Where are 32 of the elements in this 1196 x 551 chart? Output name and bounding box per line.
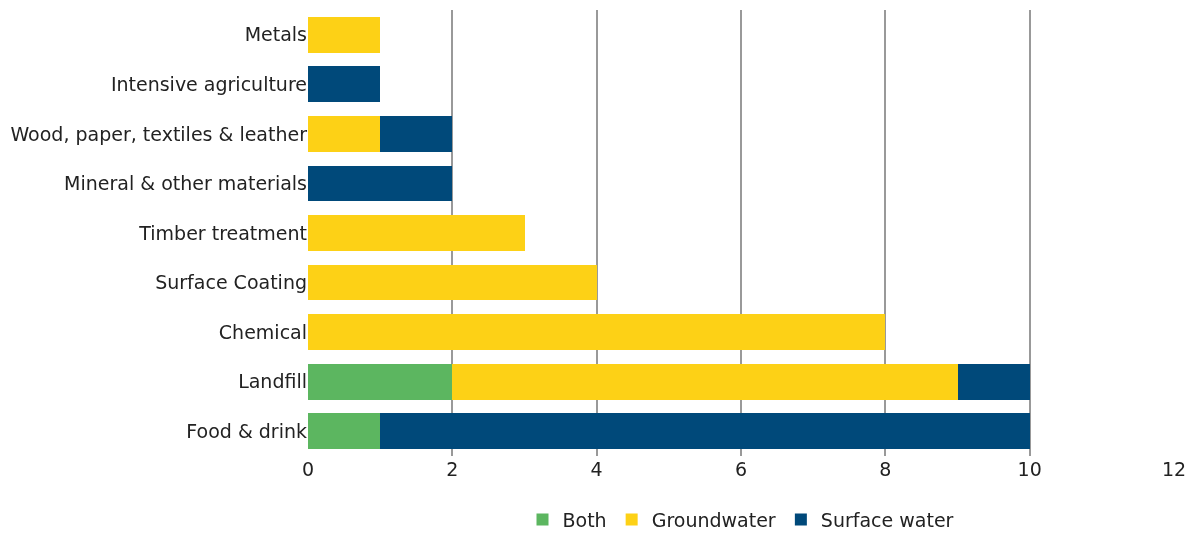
x-tick-label: 10: [1017, 458, 1042, 480]
y-tick-label: Chemical: [218, 320, 307, 343]
bar: [308, 264, 597, 301]
legend-label: Groundwater: [651, 508, 776, 531]
x-tick-label: 8: [879, 458, 892, 480]
y-tick-label: Mineral & other materials: [64, 172, 307, 195]
legend-label: Surface water: [820, 508, 954, 531]
legend-label: Both: [562, 508, 607, 531]
x-tick-label: 2: [446, 458, 459, 480]
bar: [308, 413, 381, 450]
x-tick-label: 4: [590, 458, 603, 480]
bar: [380, 413, 1030, 450]
bar: [380, 116, 453, 152]
y-tick-label: Surface Coating: [155, 271, 307, 294]
y-tick-label: Intensive agriculture: [110, 72, 307, 95]
y-tick-label: Wood, paper, textiles & leather: [10, 122, 308, 145]
bar: [308, 165, 453, 202]
bar: [308, 16, 381, 53]
x-tick-label: 12: [1161, 458, 1187, 480]
bar: [957, 363, 1030, 400]
bar: [308, 66, 381, 103]
bar: [308, 363, 453, 400]
x-tick-label: 6: [734, 458, 748, 480]
bar: [308, 314, 886, 350]
x-tick-label: 0: [301, 458, 315, 480]
y-tick-label: Landfill: [238, 370, 307, 393]
y-tick-label: Metals: [244, 23, 307, 46]
y-tick-label: Timber treatment: [138, 221, 307, 244]
bar: [452, 363, 958, 400]
bar: [308, 116, 381, 152]
bar: [308, 215, 525, 251]
y-tick-label: Food & drink: [186, 419, 307, 442]
